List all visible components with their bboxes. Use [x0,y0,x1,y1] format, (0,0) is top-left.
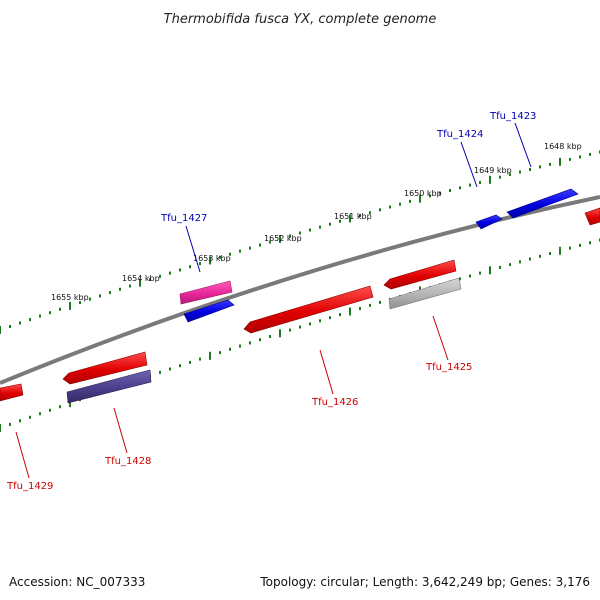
gene-red-forward-right-edge[interactable] [584,207,600,226]
leader-tfu-1425 [432,315,449,361]
kbp-label-1653: 1653 kbp [193,254,231,263]
kbp-label-1655: 1655 kbp [51,293,89,302]
gene-purple-reverse[interactable] [66,369,152,404]
genome-summary-text: Topology: circular; Length: 3,642,249 bp… [259,575,590,589]
leader-tfu-1427 [185,225,201,273]
map-title: Thermobifida fusca YX, complete genome [164,12,437,27]
leader-tfu-1428 [113,407,128,454]
accession-text: Accession: NC_007333 [9,575,145,589]
kbp-labels: 1655 kbp 1654 kbp 1653 kbp 1652 kbp 1651… [51,142,582,302]
gene-tfu-1426[interactable] [243,285,374,334]
leader-tfu-1429 [15,431,30,479]
gene-label-tfu-1429[interactable]: Tfu_1429 [6,481,53,492]
gene-tfu-1423[interactable] [506,188,579,219]
kbp-label-1651: 1651 kbp [334,212,372,221]
inner-tick-track [0,238,600,432]
kbp-label-1649: 1649 kbp [474,166,512,175]
gene-tfu-1427[interactable] [183,299,235,323]
kbp-label-1654: 1654 kbp [122,274,160,283]
gene-tfu-1424[interactable] [475,214,503,230]
gene-gray-reverse[interactable] [388,277,462,310]
leader-tfu-1426 [319,349,334,395]
gene-tfu-1428[interactable] [62,351,148,385]
gene-label-tfu-1424[interactable]: Tfu_1424 [436,129,483,140]
kbp-label-1652: 1652 kbp [264,234,302,243]
gene-label-tfu-1428[interactable]: Tfu_1428 [104,456,151,467]
gene-tfu-1425[interactable] [383,259,457,290]
gene-label-tfu-1426[interactable]: Tfu_1426 [311,397,358,408]
gene-label-tfu-1425[interactable]: Tfu_1425 [425,362,472,373]
gene-label-tfu-1423[interactable]: Tfu_1423 [489,111,536,122]
gene-label-tfu-1427[interactable]: Tfu_1427 [160,213,207,224]
gene-tfu-1429[interactable] [0,383,24,402]
kbp-label-1650: 1650 kbp [404,189,442,198]
leader-tfu-1423 [514,122,532,168]
genome-backbone [0,195,600,385]
kbp-label-1648: 1648 kbp [544,142,582,151]
leader-tfu-1424 [460,141,478,188]
outer-tick-track [0,150,600,334]
gene-pink-forward[interactable] [179,280,233,305]
